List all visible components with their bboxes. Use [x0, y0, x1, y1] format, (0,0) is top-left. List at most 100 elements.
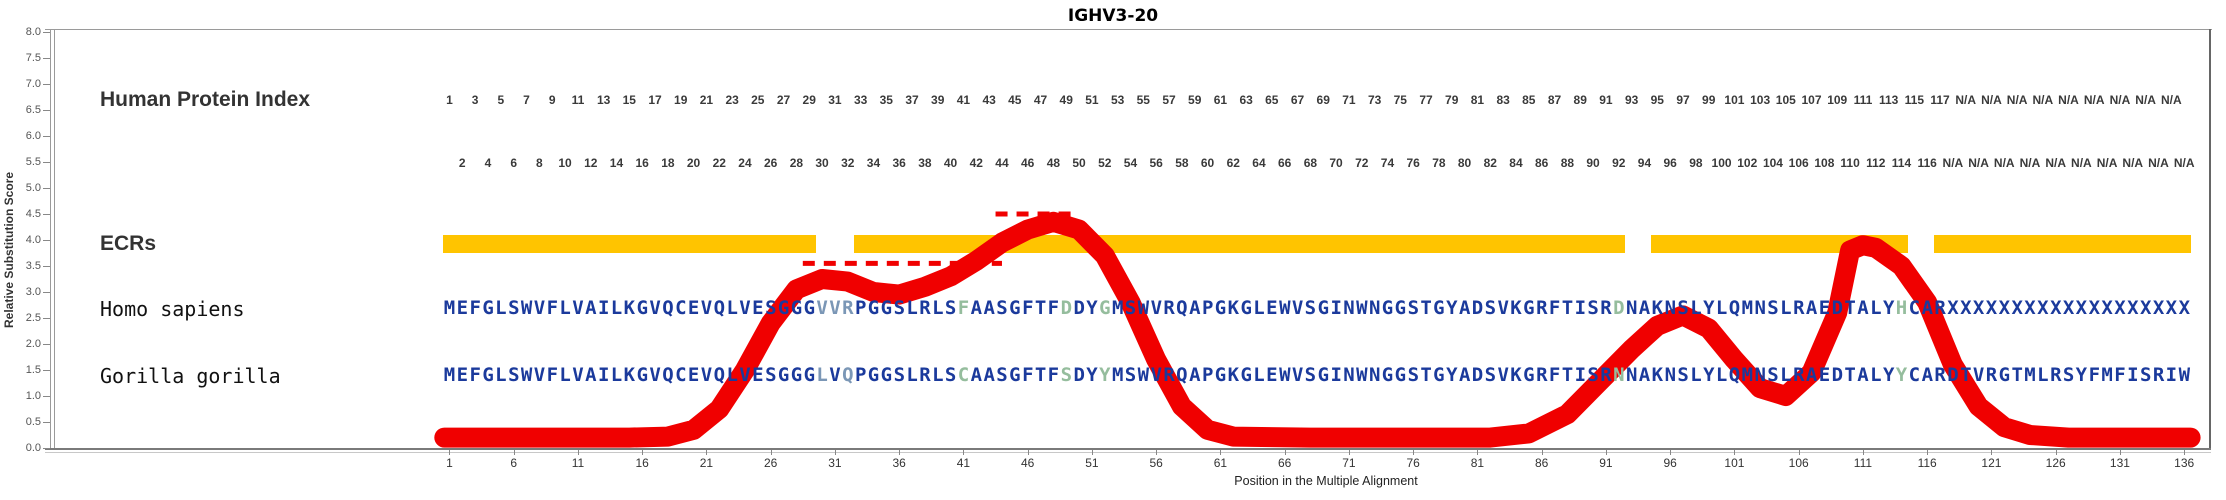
- hpi-even-number: 28: [789, 156, 804, 170]
- y-tick-label: 2.0: [25, 338, 41, 350]
- gorilla-gorilla-sequence-char: E: [456, 364, 469, 386]
- homo-sapiens-sequence-char: P: [1201, 297, 1214, 319]
- hpi-even-number: N/A: [1942, 156, 1964, 170]
- gorilla-gorilla-sequence-char: L: [816, 364, 828, 386]
- gorilla-gorilla-sequence-char: G: [1433, 364, 1445, 386]
- homo-sapiens-sequence-char: W: [1137, 297, 1150, 319]
- x-tick-label: 51: [1085, 456, 1099, 470]
- homo-sapiens-sequence-char: L: [726, 297, 738, 319]
- gorilla-gorilla-sequence-char: Q: [842, 364, 854, 386]
- homo-sapiens-sequence-char: R: [842, 297, 854, 319]
- y-tick-mark: [43, 318, 50, 319]
- hpi-even-number: 78: [1432, 156, 1446, 170]
- gorilla-gorilla-sequence-char: N: [1664, 364, 1677, 386]
- homo-sapiens-sequence-char: E: [1266, 297, 1278, 319]
- hpi-even-number: 30: [815, 156, 829, 170]
- x-axis-line: [45, 448, 2211, 450]
- gorilla-gorilla-sequence-char: M: [2024, 364, 2036, 386]
- gorilla-gorilla-sequence-char: S: [944, 364, 957, 386]
- homo-sapiens-sequence-char: S: [1484, 297, 1497, 319]
- gorilla-gorilla-sequence-char: V: [1972, 364, 1985, 386]
- homo-sapiens-sequence-char: G: [1009, 297, 1021, 319]
- homo-sapiens-sequence-char: A: [1857, 297, 1869, 319]
- gorilla-gorilla-sequence-char: S: [2062, 364, 2075, 386]
- homo-sapiens-sequence-char: G: [1317, 297, 1330, 319]
- gorilla-gorilla-sequence-char: S: [1484, 364, 1497, 386]
- hpi-even-number: 92: [1612, 156, 1626, 170]
- x-tick-label: 26: [763, 456, 778, 470]
- hpi-odd-number: 47: [1033, 93, 1048, 107]
- y-tick-mark: [43, 396, 50, 397]
- gorilla-gorilla-sequence-char: G: [1240, 364, 1252, 386]
- gorilla-gorilla-sequence-char: I: [597, 364, 610, 386]
- y-tick-mark: [43, 344, 50, 345]
- x-tick-label: 96: [1663, 456, 1677, 470]
- hpi-even-number: 68: [1303, 156, 1318, 170]
- gorilla-gorilla-sequence-char: N: [1625, 364, 1638, 386]
- homo-sapiens-sequence-char: A: [1921, 297, 1934, 319]
- gorilla-gorilla-sequence-char: V: [1150, 364, 1163, 386]
- gorilla-gorilla-sequence-char: S: [1767, 364, 1779, 386]
- gorilla-gorilla-sequence-char: Y: [1446, 364, 1458, 386]
- x-tick-label: 101: [1724, 456, 1745, 470]
- x-tick-label: 31: [828, 456, 842, 470]
- homo-sapiens-sequence-char: G: [1381, 297, 1394, 319]
- y-tick-mark: [43, 448, 50, 449]
- y-tick-label: 0.0: [25, 442, 41, 454]
- hpi-odd-number: N/A: [2135, 93, 2156, 107]
- hpi-odd-number: 107: [1801, 93, 1822, 107]
- gorilla-gorilla-sequence-char: Y: [1086, 364, 1098, 386]
- x-tick-label: 81: [1470, 456, 1485, 470]
- homo-sapiens-sequence-char: X: [1972, 297, 1985, 319]
- x-tick-label: 71: [1342, 456, 1356, 470]
- y-tick-mark: [43, 422, 50, 423]
- gorilla-gorilla-sequence-char: R: [1536, 364, 1548, 386]
- homo-sapiens-sequence-char: R: [1163, 297, 1175, 319]
- gorilla-gorilla-sequence-char: A: [1458, 364, 1471, 386]
- gorilla-gorilla-sequence-char: S: [1124, 364, 1137, 386]
- gorilla-gorilla-sequence-char: N: [1343, 364, 1355, 386]
- hpi-odd-number: 113: [1878, 93, 1899, 107]
- x-tick-label: 121: [1981, 456, 2002, 470]
- gorilla-gorilla-sequence-char: T: [1034, 364, 1047, 386]
- homo-sapiens-sequence-char: F: [1548, 297, 1561, 319]
- hpi-even-number: 42: [969, 156, 983, 170]
- homo-sapiens-sequence-char: V: [700, 297, 713, 319]
- homo-sapiens-sequence-char: F: [957, 297, 970, 319]
- homo-sapiens-sequence-char: L: [906, 297, 918, 319]
- x-axis-line-shadow: [45, 452, 2211, 453]
- homo-sapiens-sequence-char: X: [2011, 297, 2023, 319]
- hpi-even-number: 24: [738, 156, 752, 170]
- gorilla-gorilla-sequence-char: M: [1741, 364, 1754, 386]
- homo-sapiens-sequence-char: D: [1471, 297, 1484, 319]
- homo-sapiens-sequence-char: I: [597, 297, 610, 319]
- x-tick-mark: [1862, 450, 1864, 455]
- gorilla-gorilla-sequence-char: V: [739, 364, 751, 386]
- hpi-even-number: 82: [1483, 156, 1497, 170]
- homo-sapiens-sequence-char: G: [880, 297, 893, 319]
- gorilla-gorilla-sequence-char: L: [610, 364, 623, 386]
- x-tick-label: 111: [1853, 456, 1873, 470]
- homo-sapiens-sequence-char: F: [1022, 297, 1034, 319]
- homo-sapiens-sequence-char: L: [495, 297, 507, 319]
- hpi-odd-number: 43: [982, 93, 996, 107]
- hpi-even-number: 6: [510, 156, 518, 170]
- homo-sapiens-sequence-char: S: [1124, 297, 1137, 319]
- homo-sapiens-sequence-char: S: [1304, 297, 1317, 319]
- hpi-even-number: N/A: [2122, 156, 2144, 170]
- homo-sapiens-sequence-char: X: [2178, 297, 2191, 319]
- gorilla-gorilla-sequence-char: R: [1163, 364, 1175, 386]
- gorilla-gorilla-sequence-char: G: [1317, 364, 1330, 386]
- homo-sapiens-sequence-char: V: [533, 297, 546, 319]
- hpi-even-number: N/A: [2096, 156, 2118, 170]
- homo-sapiens-sequence-char: S: [765, 297, 777, 319]
- gorilla-gorilla-sequence-char: N: [1754, 364, 1766, 386]
- gorilla-gorilla-sequence-char: G: [1394, 364, 1407, 386]
- y-tick-label: 4.0: [25, 234, 41, 246]
- gorilla-gorilla-sequence-char: T: [1420, 364, 1432, 386]
- gorilla-gorilla-sequence-char: R: [1985, 364, 1998, 386]
- hpi-odd-number: 9: [548, 93, 556, 107]
- hpi-odd-number: 93: [1624, 93, 1639, 107]
